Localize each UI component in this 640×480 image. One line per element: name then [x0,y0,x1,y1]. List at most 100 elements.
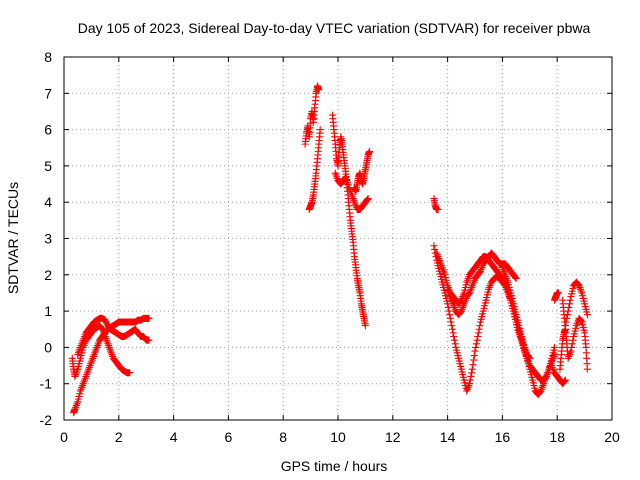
data-point [446,311,454,319]
data-point [565,303,573,311]
data-point [448,322,456,330]
data-point [446,314,454,322]
series-arc-17 [561,278,591,330]
data-point [471,347,479,355]
series-arc-2 [70,314,153,417]
data-point [563,314,571,322]
x-tick-label: 4 [170,429,178,445]
x-tick-label: 0 [60,429,68,445]
series-arc-12 [444,249,520,319]
data-point [466,380,474,388]
series-arc-15 [550,289,563,304]
data-point [561,376,569,384]
data-point [126,369,134,377]
data-point [366,147,374,155]
data-point [468,365,476,373]
x-tick-label: 16 [495,429,511,445]
data-point [569,336,577,344]
data-point [470,356,478,364]
data-point [448,325,456,333]
x-tick-label: 18 [549,429,565,445]
chart-title: Day 105 of 2023, Sidereal Day-to-day VTE… [78,20,591,36]
series-arc-7 [331,169,372,213]
data-point [469,361,477,369]
x-tick-label: 6 [225,429,233,445]
x-tick-label: 12 [385,429,401,445]
data-point [564,307,572,315]
series-arc-6 [329,111,369,330]
grid [64,57,612,420]
data-point [468,369,476,377]
series-arc-19 [556,325,569,373]
y-tick-label: 6 [44,122,52,138]
data-point [430,242,438,250]
y-axis-label: SDTVAR / TECUs [5,182,21,294]
x-tick-label: 20 [604,429,620,445]
plot-frame [63,56,613,421]
y-tick-label: 0 [44,339,52,355]
data-point [450,333,458,341]
data-point [566,300,574,308]
data-point [315,86,323,94]
data-points [68,82,591,417]
data-point [566,296,574,304]
data-point [449,329,457,337]
data-point [550,343,558,351]
data-point [475,325,483,333]
data-point [361,322,369,330]
data-point [476,322,484,330]
data-point [431,245,439,253]
data-point [450,336,458,344]
y-tick-label: 7 [44,85,52,101]
series-arc-3 [74,314,153,359]
data-point [563,311,571,319]
data-point [447,318,455,326]
y-tick-label: -1 [40,376,53,392]
series-arc-8 [350,147,374,195]
data-point [474,333,482,341]
data-point [472,340,480,348]
data-point [451,340,459,348]
data-point [434,205,442,213]
y-tick-label: 2 [44,267,52,283]
data-point [512,274,520,282]
data-point [145,336,153,344]
data-point [474,329,482,337]
data-point [561,325,569,333]
series-arc-18 [548,362,569,388]
data-point [363,195,371,203]
data-point [567,347,575,355]
data-point [577,317,585,325]
data-point [470,352,478,360]
y-tick-label: -2 [40,412,53,428]
data-point [145,314,153,322]
axis-ticks [63,56,613,421]
series-arc-13 [498,264,558,399]
data-point [583,365,591,373]
data-point [466,376,474,384]
y-tick-label: 5 [44,158,52,174]
x-axis-label: GPS time / hours [281,458,388,474]
x-tick-label: 8 [279,429,287,445]
data-point [467,372,475,380]
data-point [561,377,569,385]
y-tick-label: 3 [44,231,52,247]
x-tick-label: 10 [330,429,346,445]
x-tick-label: 14 [440,429,456,445]
data-point [445,307,453,315]
data-point [316,126,324,134]
data-point [550,351,558,359]
data-point [583,311,591,319]
x-tick-label: 2 [115,429,123,445]
series-arc-4 [301,82,323,148]
y-tick-label: 1 [44,303,52,319]
data-point [562,318,570,326]
data-point [472,343,480,351]
data-point [555,289,563,297]
series-arc-14 [515,325,558,384]
data-point [473,336,481,344]
data-point [364,195,372,203]
